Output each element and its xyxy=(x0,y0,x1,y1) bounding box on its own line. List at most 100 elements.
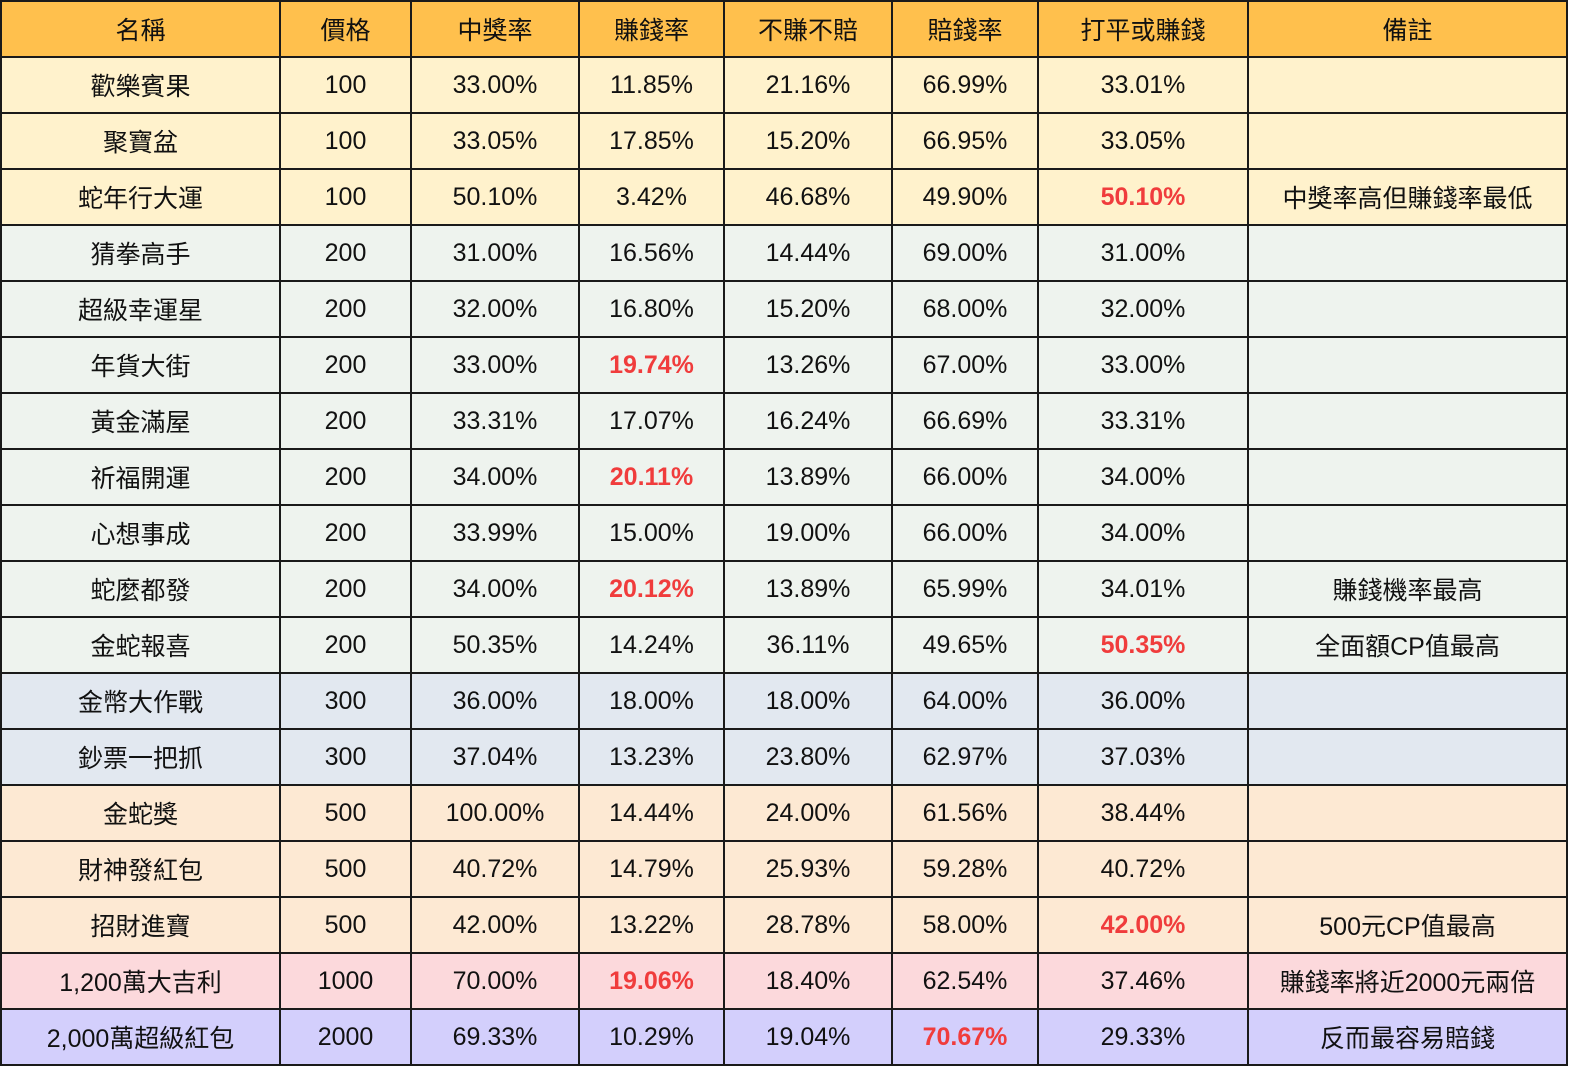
cell-name: 鈔票一把抓 xyxy=(0,728,281,786)
table-row: 猜拳高手 200 31.00% 16.56% 14.44% 69.00% 31.00% xyxy=(0,224,1568,282)
cell-price: 100 xyxy=(279,56,412,114)
cell-win-rate: 50.35% xyxy=(410,616,580,674)
cell-remarks: 反而最容易賠錢 xyxy=(1247,1008,1568,1066)
cell-price: 200 xyxy=(279,280,412,338)
cell-loss-rate: 58.00% xyxy=(891,896,1039,954)
cell-break-even: 24.00% xyxy=(723,784,893,842)
cell-price: 100 xyxy=(279,112,412,170)
cell-price: 200 xyxy=(279,448,412,506)
table-row: 心想事成 200 33.99% 15.00% 19.00% 66.00% 34.00% xyxy=(0,504,1568,562)
cell-name: 猜拳高手 xyxy=(0,224,281,282)
cell-win-rate: 40.72% xyxy=(410,840,580,898)
cell-break-even: 36.11% xyxy=(723,616,893,674)
cell-loss-rate: 66.00% xyxy=(891,504,1039,562)
cell-remarks xyxy=(1247,448,1568,506)
cell-win-rate: 70.00% xyxy=(410,952,580,1010)
cell-profit-rate: 13.22% xyxy=(578,896,725,954)
cell-even-or-profit: 33.01% xyxy=(1037,56,1249,114)
cell-profit-rate: 3.42% xyxy=(578,168,725,226)
cell-loss-rate: 67.00% xyxy=(891,336,1039,394)
header-profit-rate: 賺錢率 xyxy=(578,0,725,58)
cell-break-even: 18.00% xyxy=(723,672,893,730)
cell-remarks xyxy=(1247,728,1568,786)
table-row: 金蛇報喜 200 50.35% 14.24% 36.11% 49.65% 50.35% 全面額… xyxy=(0,616,1568,674)
cell-price: 100 xyxy=(279,168,412,226)
cell-even-or-profit: 36.00% xyxy=(1037,672,1249,730)
table-row: 財神發紅包 500 40.72% 14.79% 25.93% 59.28% 40.72% xyxy=(0,840,1568,898)
table-row: 祈福開運 200 34.00% 20.11% 13.89% 66.00% 34.00% xyxy=(0,448,1568,506)
cell-profit-rate: 14.44% xyxy=(578,784,725,842)
table-row: 蛇年行大運 100 50.10% 3.42% 46.68% 49.90% 50.10% 中獎率… xyxy=(0,168,1568,226)
table-row: 聚寶盆 100 33.05% 17.85% 15.20% 66.95% 33.05% xyxy=(0,112,1568,170)
cell-win-rate: 31.00% xyxy=(410,224,580,282)
header-price: 價格 xyxy=(279,0,412,58)
cell-remarks: 賺錢率將近2000元兩倍 xyxy=(1247,952,1568,1010)
cell-even-or-profit: 33.00% xyxy=(1037,336,1249,394)
cell-profit-rate: 10.29% xyxy=(578,1008,725,1066)
cell-win-rate: 36.00% xyxy=(410,672,580,730)
cell-remarks xyxy=(1247,672,1568,730)
cell-remarks xyxy=(1247,224,1568,282)
cell-remarks: 全面額CP值最高 xyxy=(1247,616,1568,674)
cell-win-rate: 33.99% xyxy=(410,504,580,562)
cell-break-even: 15.20% xyxy=(723,112,893,170)
cell-break-even: 23.80% xyxy=(723,728,893,786)
cell-remarks xyxy=(1247,56,1568,114)
header-row: 名稱 價格 中獎率 賺錢率 不賺不賠 賠錢率 打平或賺錢 備註 xyxy=(0,0,1568,58)
cell-name: 金幣大作戰 xyxy=(0,672,281,730)
cell-remarks: 中獎率高但賺錢率最低 xyxy=(1247,168,1568,226)
cell-profit-rate: 18.00% xyxy=(578,672,725,730)
table-row: 金蛇獎 500 100.00% 14.44% 24.00% 61.56% 38.44% xyxy=(0,784,1568,842)
cell-remarks: 賺錢機率最高 xyxy=(1247,560,1568,618)
cell-name: 蛇年行大運 xyxy=(0,168,281,226)
cell-profit-rate: 20.11% xyxy=(578,448,725,506)
cell-win-rate: 34.00% xyxy=(410,560,580,618)
cell-break-even: 13.89% xyxy=(723,560,893,618)
cell-break-even: 19.00% xyxy=(723,504,893,562)
lottery-comparison-table: 名稱 價格 中獎率 賺錢率 不賺不賠 賠錢率 打平或賺錢 備註 歡樂賓果 100 3… xyxy=(0,0,1568,1066)
cell-win-rate: 33.31% xyxy=(410,392,580,450)
cell-loss-rate: 62.97% xyxy=(891,728,1039,786)
cell-win-rate: 32.00% xyxy=(410,280,580,338)
cell-loss-rate: 49.65% xyxy=(891,616,1039,674)
cell-price: 200 xyxy=(279,336,412,394)
cell-loss-rate: 68.00% xyxy=(891,280,1039,338)
table-row: 2,000萬超級紅包 2000 69.33% 10.29% 19.04% 70.67% 29… xyxy=(0,1008,1568,1066)
cell-price: 300 xyxy=(279,728,412,786)
cell-remarks xyxy=(1247,112,1568,170)
cell-break-even: 14.44% xyxy=(723,224,893,282)
cell-even-or-profit: 33.05% xyxy=(1037,112,1249,170)
cell-even-or-profit: 42.00% xyxy=(1037,896,1249,954)
cell-name: 2,000萬超級紅包 xyxy=(0,1008,281,1066)
table-row: 年貨大街 200 33.00% 19.74% 13.26% 67.00% 33.00% xyxy=(0,336,1568,394)
cell-loss-rate: 66.99% xyxy=(891,56,1039,114)
cell-name: 年貨大街 xyxy=(0,336,281,394)
cell-profit-rate: 15.00% xyxy=(578,504,725,562)
cell-win-rate: 33.00% xyxy=(410,56,580,114)
cell-even-or-profit: 33.31% xyxy=(1037,392,1249,450)
cell-remarks xyxy=(1247,336,1568,394)
table-row: 招財進寶 500 42.00% 13.22% 28.78% 58.00% 42.00% 500… xyxy=(0,896,1568,954)
cell-name: 金蛇獎 xyxy=(0,784,281,842)
cell-win-rate: 100.00% xyxy=(410,784,580,842)
table-row: 黃金滿屋 200 33.31% 17.07% 16.24% 66.69% 33.31% xyxy=(0,392,1568,450)
cell-price: 200 xyxy=(279,504,412,562)
header-name: 名稱 xyxy=(0,0,281,58)
cell-even-or-profit: 31.00% xyxy=(1037,224,1249,282)
header-break-even: 不賺不賠 xyxy=(723,0,893,58)
cell-name: 聚寶盆 xyxy=(0,112,281,170)
cell-even-or-profit: 37.46% xyxy=(1037,952,1249,1010)
cell-name: 歡樂賓果 xyxy=(0,56,281,114)
cell-price: 500 xyxy=(279,784,412,842)
cell-price: 500 xyxy=(279,896,412,954)
cell-profit-rate: 17.85% xyxy=(578,112,725,170)
cell-break-even: 13.26% xyxy=(723,336,893,394)
cell-name: 黃金滿屋 xyxy=(0,392,281,450)
cell-remarks xyxy=(1247,392,1568,450)
cell-profit-rate: 17.07% xyxy=(578,392,725,450)
header-remarks: 備註 xyxy=(1247,0,1568,58)
cell-profit-rate: 13.23% xyxy=(578,728,725,786)
cell-break-even: 28.78% xyxy=(723,896,893,954)
cell-profit-rate: 16.56% xyxy=(578,224,725,282)
cell-win-rate: 33.05% xyxy=(410,112,580,170)
